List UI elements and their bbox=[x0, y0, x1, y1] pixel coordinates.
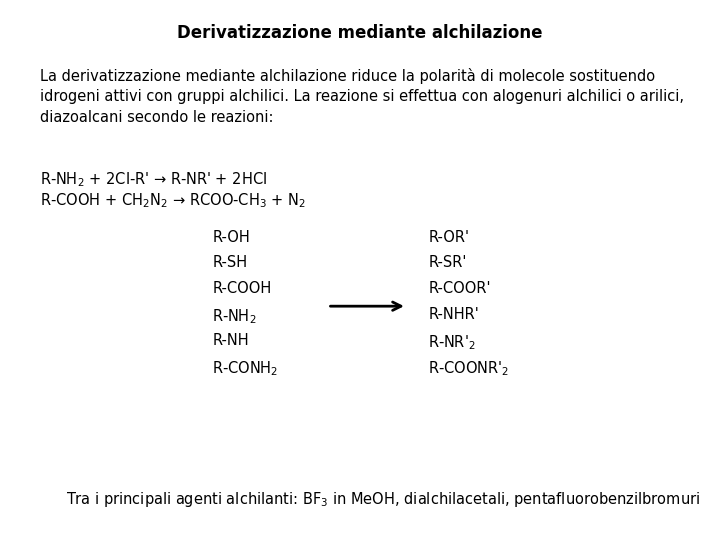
Text: R-COONR'$_2$: R-COONR'$_2$ bbox=[428, 359, 509, 378]
Text: Tra i principali agenti alchilanti: BF$_3$ in MeOH, dialchilacetali, pentafluoro: Tra i principali agenti alchilanti: BF$_… bbox=[66, 490, 701, 509]
Text: R-SH: R-SH bbox=[212, 255, 248, 271]
Text: R-NHR': R-NHR' bbox=[428, 307, 479, 322]
Text: R-OR': R-OR' bbox=[428, 230, 469, 245]
Text: R-COOH: R-COOH bbox=[212, 281, 271, 296]
Text: R-NH$_2$ + 2Cl-R' → R-NR' + 2HCl: R-NH$_2$ + 2Cl-R' → R-NR' + 2HCl bbox=[40, 170, 266, 189]
Text: R-CONH$_2$: R-CONH$_2$ bbox=[212, 359, 279, 378]
Text: R-SR': R-SR' bbox=[428, 255, 467, 271]
Text: La derivatizzazione mediante alchilazione riduce la polarità di molecole sostitu: La derivatizzazione mediante alchilazion… bbox=[40, 68, 683, 125]
Text: R-COOR': R-COOR' bbox=[428, 281, 491, 296]
Text: R-NH$_2$: R-NH$_2$ bbox=[212, 307, 257, 326]
Text: R-NH: R-NH bbox=[212, 333, 249, 348]
Text: R-NR'$_2$: R-NR'$_2$ bbox=[428, 333, 476, 352]
Text: R-OH: R-OH bbox=[212, 230, 250, 245]
Text: Derivatizzazione mediante alchilazione: Derivatizzazione mediante alchilazione bbox=[177, 24, 543, 42]
Text: R-COOH + CH$_2$N$_2$ → RCOO-CH$_3$ + N$_2$: R-COOH + CH$_2$N$_2$ → RCOO-CH$_3$ + N$_… bbox=[40, 192, 306, 211]
